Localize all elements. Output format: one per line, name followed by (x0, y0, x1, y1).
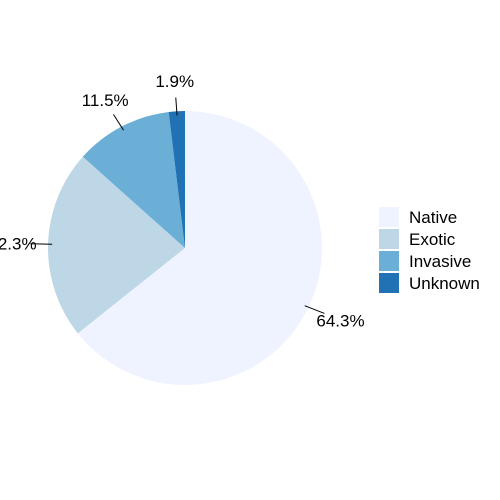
leader-line-exotic (30, 243, 53, 245)
legend-swatch-unknown (379, 273, 399, 293)
slice-label-unknown: 1.9% (155, 72, 194, 91)
legend: Native Exotic Invasive Unknown (379, 207, 480, 293)
slice-label-exotic: 22.3% (0, 234, 37, 253)
pie-slice-unknown (168, 111, 185, 248)
pie-slice-exotic (48, 156, 185, 334)
leader-line-unknown (175, 97, 178, 116)
slice-label-invasive: 11.5% (82, 91, 129, 110)
legend-label-invasive: Invasive (409, 252, 471, 271)
leader-line-native (304, 305, 325, 314)
legend-label-unknown: Unknown (409, 274, 480, 293)
slice-label-native: 64.3% (316, 312, 364, 331)
legend-swatch-native (379, 207, 399, 227)
pie-slice-native (77, 111, 322, 385)
pie-slices (48, 111, 322, 385)
pie-slice-labels: 64.3% 22.3% 11.5% 1.9% (0, 72, 365, 330)
leader-line-invasive (112, 114, 124, 131)
legend-label-native: Native (409, 208, 457, 227)
pie-slice-invasive (82, 111, 185, 248)
legend-swatch-exotic (379, 229, 399, 249)
legend-swatch-invasive (379, 251, 399, 271)
legend-label-exotic: Exotic (409, 230, 456, 249)
